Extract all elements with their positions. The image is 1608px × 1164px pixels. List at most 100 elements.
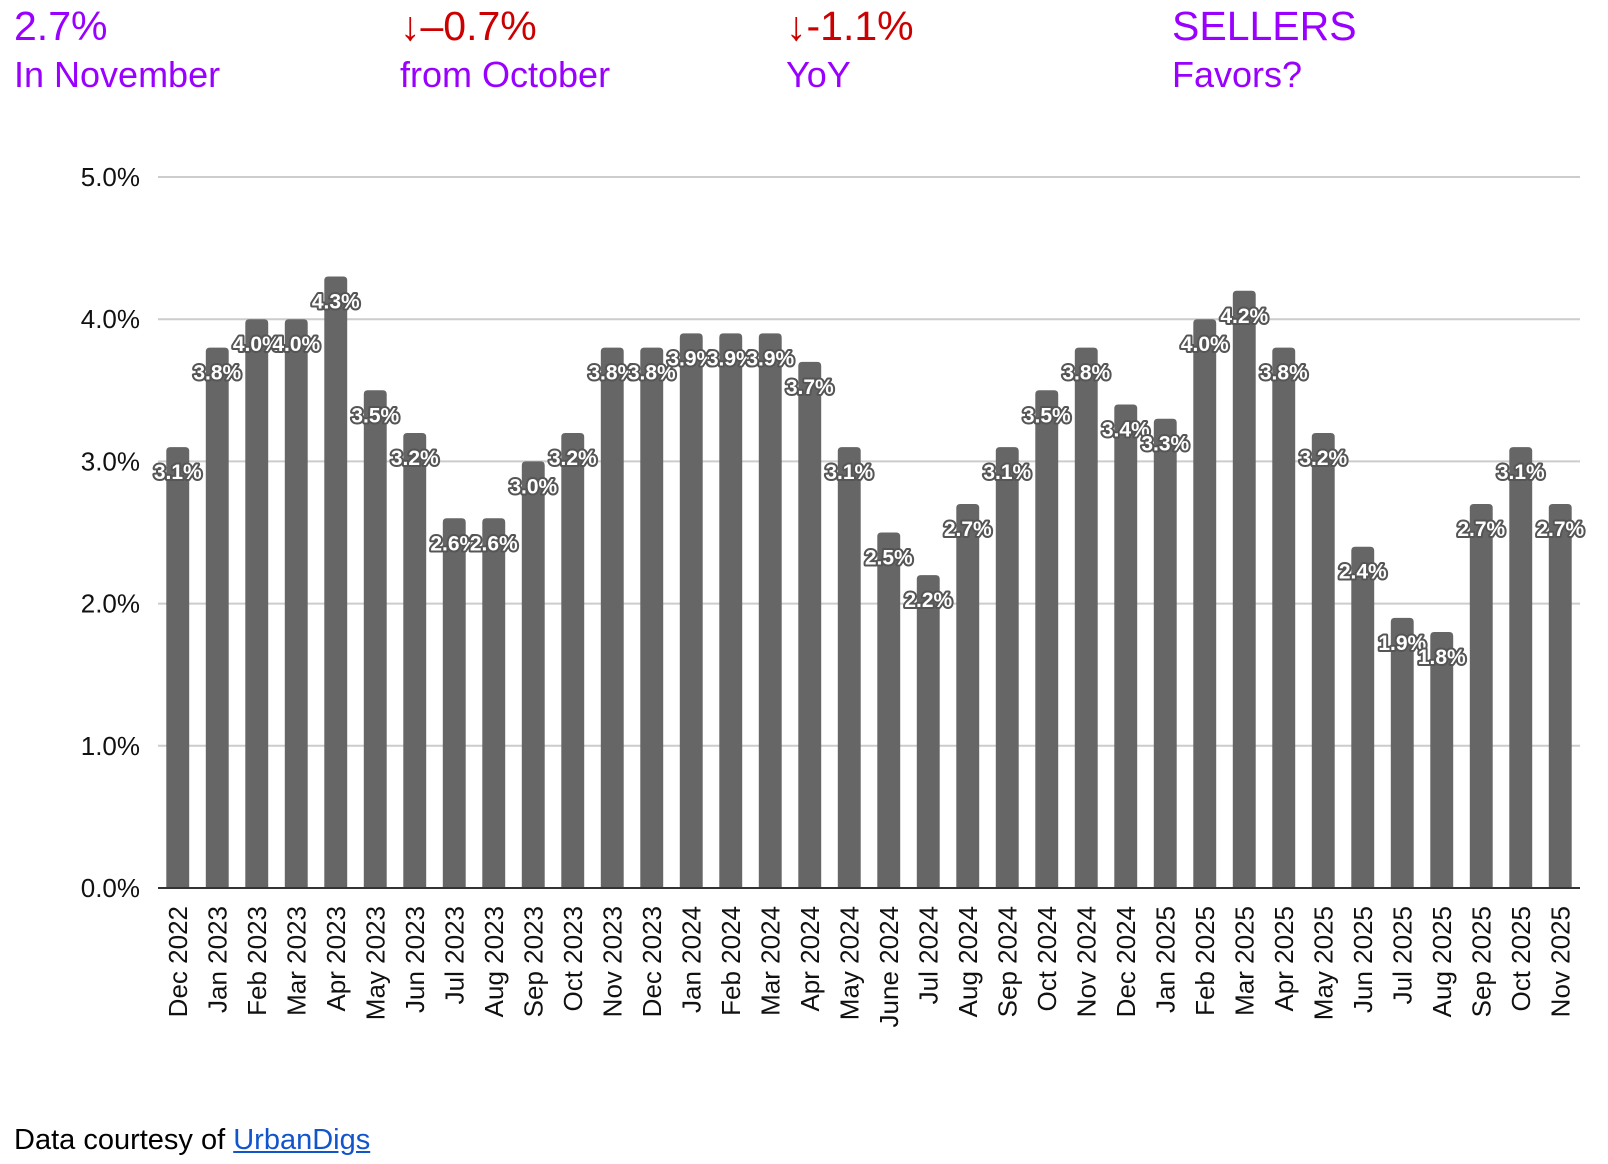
x-tick-label: Dec 2024 — [1111, 906, 1141, 1017]
footer-text: Data courtesy of — [14, 1124, 226, 1156]
bar-data-label: 3.1% — [154, 461, 202, 484]
bar — [1153, 418, 1177, 888]
x-tick-label: Oct 2025 — [1506, 906, 1536, 1012]
x-tick-label: Jul 2023 — [439, 906, 469, 1004]
x-tick-label: Sep 2024 — [992, 906, 1022, 1017]
bar — [205, 347, 229, 888]
bar — [1035, 390, 1059, 888]
bar-data-label: 3.5% — [1023, 404, 1071, 427]
bar-data-label: 3.9% — [707, 347, 755, 370]
stat-favor-caption: Favors? — [1172, 54, 1303, 95]
bar-data-label: 3.8% — [588, 362, 636, 385]
stat-yoy-caption: YoY — [786, 54, 851, 95]
bar — [1311, 432, 1335, 888]
stat-month-change-caption: from October — [400, 54, 611, 95]
urbandigs-link[interactable]: UrbanDigs — [233, 1124, 371, 1156]
stat-yoy-change: ↓-1.1% YoY — [786, 0, 914, 98]
stat-current-rate: 2.7% In November — [14, 0, 220, 98]
stat-current-caption: In November — [14, 54, 221, 95]
bar — [166, 447, 190, 888]
bar — [995, 447, 1019, 888]
bar — [1509, 447, 1533, 888]
bar — [245, 319, 269, 888]
x-tick-label: Jun 2023 — [400, 906, 430, 1013]
bar-data-label: 3.1% — [825, 461, 873, 484]
y-tick-label: 3.0% — [81, 446, 140, 476]
bar — [363, 390, 387, 888]
stat-month-change: ↓–0.7% from October — [400, 0, 610, 98]
bar — [1193, 319, 1217, 888]
bar-data-label: 2.6% — [430, 532, 478, 555]
bar — [1351, 546, 1375, 888]
x-tick-label: Dec 2022 — [163, 906, 193, 1017]
bar — [640, 347, 664, 888]
x-tick-label: Nov 2025 — [1545, 906, 1575, 1017]
bar-data-label: 3.8% — [193, 362, 241, 385]
bar-data-label: 3.3% — [1141, 433, 1189, 456]
x-tick-label: Jan 2025 — [1150, 906, 1180, 1013]
x-tick-label: Apr 2023 — [321, 906, 351, 1012]
bar — [679, 333, 703, 888]
bar-data-label: 3.8% — [1062, 362, 1110, 385]
x-tick-label: May 2023 — [360, 906, 390, 1020]
bar-data-label: 3.4% — [1102, 419, 1150, 442]
x-tick-label: May 2025 — [1308, 906, 1338, 1020]
bar — [956, 504, 980, 888]
bar-data-label: 4.0% — [272, 333, 320, 356]
bar-data-label: 4.2% — [1220, 305, 1268, 328]
bar — [442, 518, 466, 888]
x-tick-label: Jan 2023 — [202, 906, 232, 1013]
bar-data-label: 3.9% — [667, 347, 715, 370]
bar-data-label: 2.4% — [1339, 561, 1387, 584]
bar-data-label: 2.7% — [1457, 518, 1505, 541]
bar-chart: 0.0%1.0%2.0%3.0%4.0%5.0% 3.1% 3.8% 4.0% 4.0… — [81, 162, 1587, 1027]
stat-market-favor: SELLERS Favors? — [1172, 0, 1357, 98]
bar — [719, 333, 743, 888]
bar-data-label: 4.0% — [1181, 333, 1229, 356]
bar-data-label: 3.8% — [1260, 362, 1308, 385]
x-tick-label: Jan 2024 — [676, 906, 706, 1013]
y-axis-ticks: 0.0% 1.0% 2.0% 3.0% 4.0% 5.0% — [81, 162, 140, 903]
bar-data-label: 3.1% — [1497, 461, 1545, 484]
x-tick-label: Jul 2025 — [1387, 906, 1417, 1004]
bar — [284, 319, 308, 888]
x-tick-label: Feb 2025 — [1190, 906, 1220, 1016]
x-tick-label: Jun 2025 — [1348, 906, 1378, 1013]
bar — [482, 518, 506, 888]
bar — [1074, 347, 1098, 888]
bar — [798, 361, 822, 888]
x-tick-label: Nov 2024 — [1071, 906, 1101, 1017]
bar-data-label: 2.2% — [904, 589, 952, 612]
bar-data-label: 3.0% — [509, 475, 557, 498]
bar — [877, 532, 901, 888]
bar-data-label: 1.8% — [1418, 646, 1466, 669]
bar-data-label: 2.6% — [470, 532, 518, 555]
stat-favor-value: SELLERS — [1172, 3, 1357, 49]
x-tick-label: Mar 2024 — [755, 906, 785, 1016]
bar-data-label: 1.9% — [1378, 632, 1426, 655]
bar — [1548, 504, 1572, 888]
x-tick-label: Nov 2023 — [597, 906, 627, 1017]
x-tick-label: Sep 2025 — [1466, 906, 1496, 1017]
x-tick-label: Aug 2025 — [1427, 906, 1457, 1017]
bar-data-label: 4.3% — [312, 291, 360, 314]
x-tick-label: Apr 2025 — [1269, 906, 1299, 1012]
x-tick-label: Oct 2024 — [1032, 906, 1062, 1012]
bar — [600, 347, 624, 888]
bar-data-label: 2.5% — [865, 547, 913, 570]
gridlines — [158, 176, 1580, 747]
stat-yoy-value: ↓-1.1% — [786, 3, 914, 49]
bar — [403, 432, 427, 888]
bar-data-label: 3.9% — [746, 347, 794, 370]
x-tick-label: Feb 2024 — [716, 906, 746, 1016]
bar — [1469, 504, 1493, 888]
bar-data-label: 3.2% — [391, 447, 439, 470]
x-tick-label: Sep 2023 — [518, 906, 548, 1017]
bar-data-label: 2.7% — [944, 518, 992, 541]
x-tick-label: Dec 2023 — [637, 906, 667, 1017]
x-tick-label: Apr 2024 — [795, 906, 825, 1012]
bar — [1390, 617, 1414, 888]
x-tick-label: Mar 2023 — [281, 906, 311, 1016]
x-tick-label: Jul 2024 — [913, 906, 943, 1004]
x-tick-label: June 2024 — [874, 906, 904, 1027]
